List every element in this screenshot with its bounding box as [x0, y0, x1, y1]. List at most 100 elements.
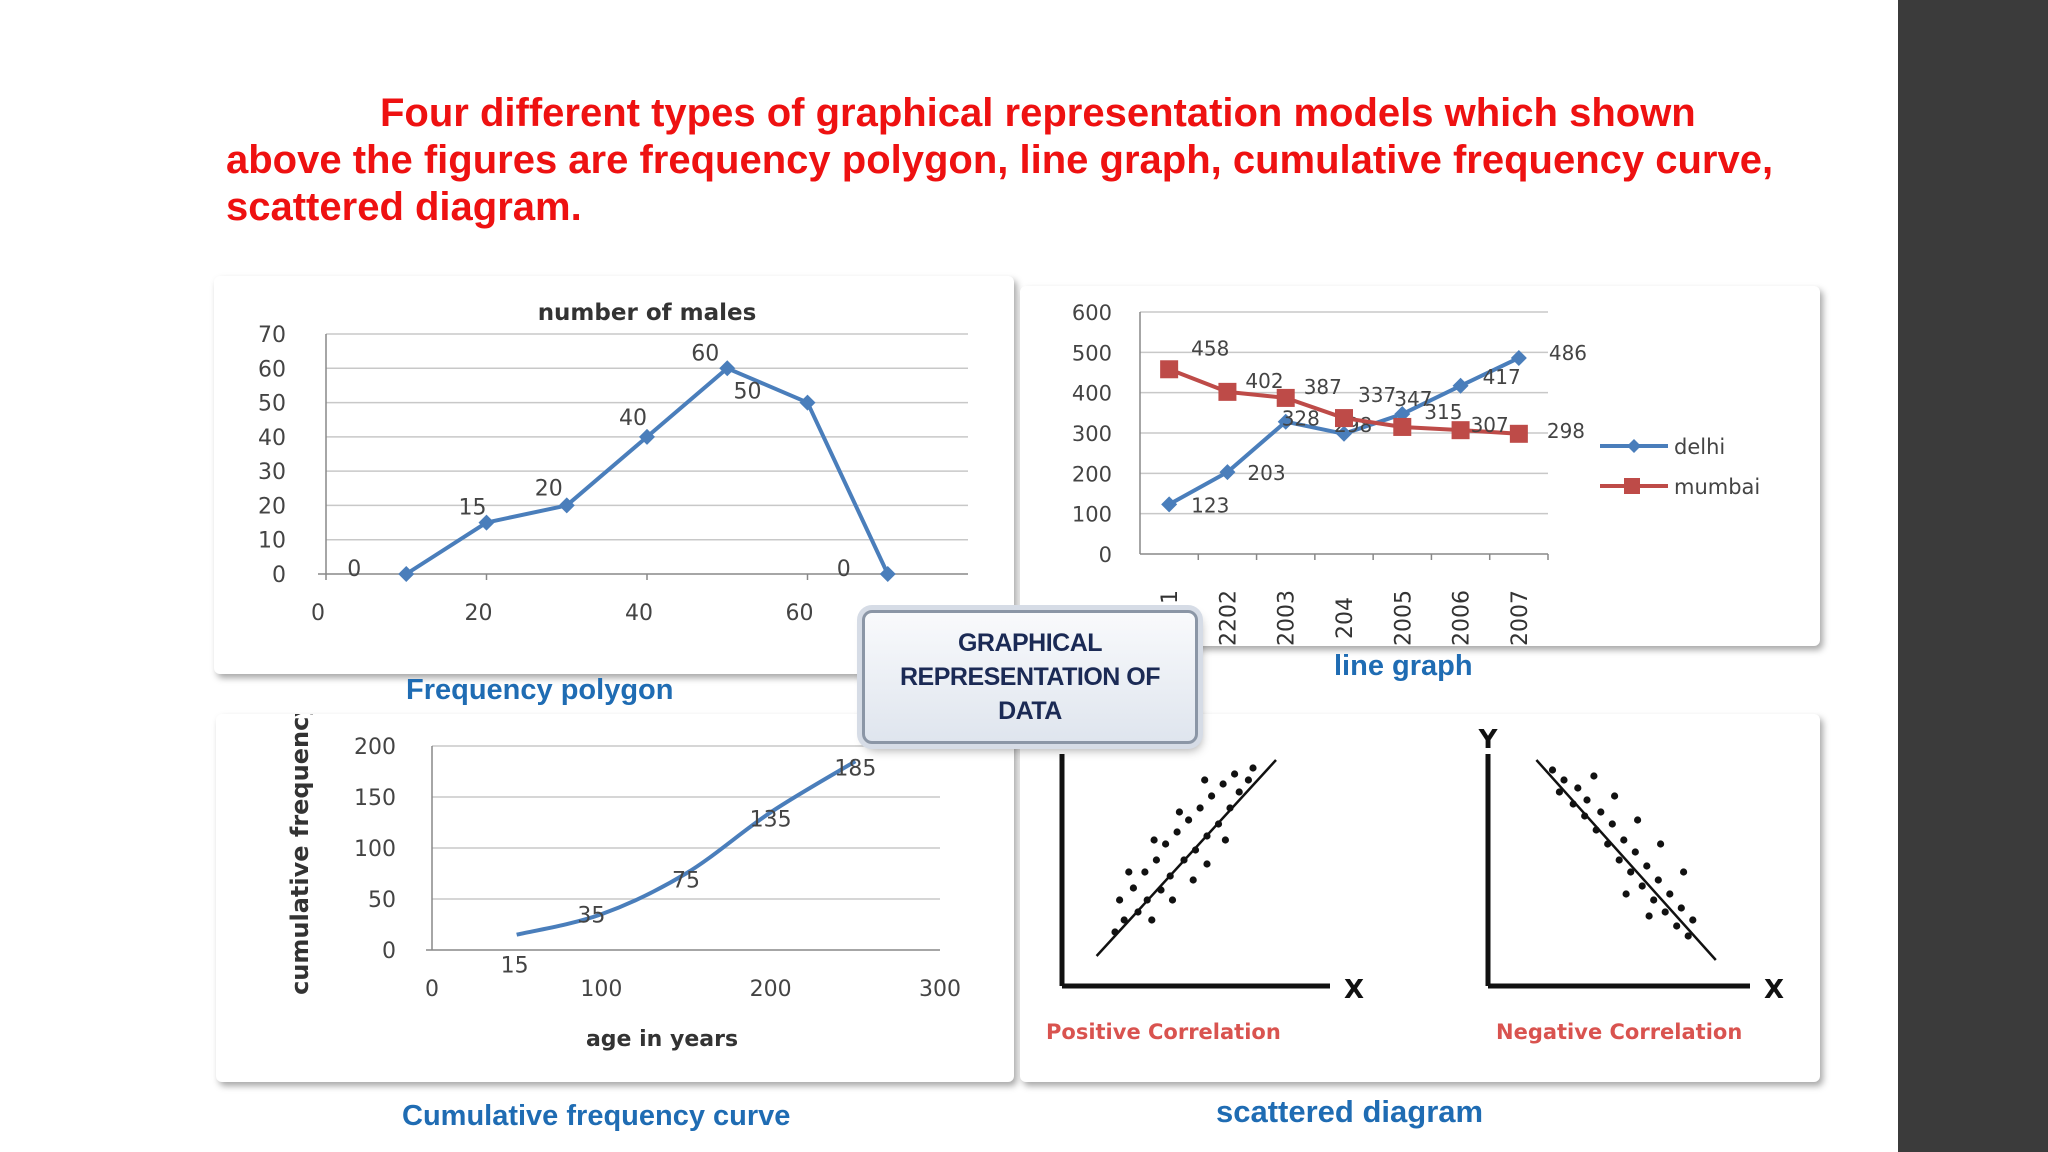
positive_correlation-point [1162, 840, 1170, 848]
fp-y-tick-label: 60 [258, 357, 286, 382]
lg-legend-marker [1624, 478, 1640, 494]
positive_correlation-point [1244, 776, 1252, 784]
positive_correlation-point [1150, 836, 1158, 844]
lg-label-mumbai: 298 [1547, 419, 1585, 443]
lg-y-tick-label: 300 [1072, 422, 1112, 446]
negative_correlation-point [1689, 916, 1697, 924]
lg-point-mumbai [1160, 360, 1179, 379]
fp-data-label: 0 [837, 557, 851, 582]
positive_correlation-point [1111, 928, 1119, 936]
lg-label-mumbai: 387 [1304, 375, 1342, 399]
negative_correlation-point [1560, 776, 1568, 784]
negative_correlation-point [1555, 788, 1563, 796]
frequency-polygon-caption: Frequency polygon [406, 674, 674, 706]
lg-point-mumbai [1276, 388, 1295, 407]
fp-data-label: 60 [691, 341, 719, 366]
positive_correlation-point [1134, 908, 1142, 916]
fp-data-label: 15 [459, 496, 487, 521]
positive_correlation-point [1143, 896, 1151, 904]
cf-x-tick-label: 0 [425, 977, 439, 1002]
cf-y-tick-label: 0 [382, 939, 396, 964]
cf-x-tick-label: 300 [919, 977, 961, 1002]
fp-x-tick-label: 40 [625, 601, 653, 626]
lg-y-tick-label: 100 [1072, 503, 1112, 527]
positive_correlation-point [1203, 832, 1211, 840]
fp-data-point [719, 360, 736, 377]
negative_correlation-point [1666, 890, 1674, 898]
scatter-diagram-chart: X Positive Correlation X Y Negative Correlat… [1046, 725, 1784, 1044]
positive_correlation-point [1141, 868, 1149, 876]
negative_correlation-point [1583, 796, 1591, 804]
negative_correlation-point [1622, 890, 1630, 898]
lg-point-mumbai [1218, 382, 1237, 401]
negative_correlation-point [1638, 882, 1646, 890]
negative_correlation-title: Negative Correlation [1496, 1020, 1742, 1044]
cf-data-label: 35 [577, 903, 605, 928]
lg-label-delhi: 203 [1247, 461, 1285, 485]
frequency-polygon-panel: number of males 0 10 20 30 40 50 60 70 0 20 40 60 0 15… [214, 276, 1014, 674]
positive_correlation-point [1116, 896, 1124, 904]
positive_correlation-point [1189, 876, 1197, 884]
fp-data-point [639, 428, 655, 445]
negative_correlation-trend-line [1535, 759, 1717, 961]
negative_correlation-point [1608, 820, 1616, 828]
negative_correlation-point [1615, 856, 1623, 864]
heading-line-1: Four different types of graphical repres… [380, 91, 1696, 135]
negative_correlation-point [1677, 904, 1685, 912]
slide: Four different types of graphical repres… [214, 91, 1820, 1132]
fp-data-label: 50 [734, 380, 762, 405]
lg-label-mumbai: 458 [1191, 336, 1229, 360]
positive_correlation-point [1175, 808, 1183, 816]
fp-y-tick-label: 50 [258, 392, 286, 417]
cf-data-label: 75 [672, 869, 700, 894]
positive_correlation-point [1180, 856, 1188, 864]
negative_correlation-point [1592, 826, 1600, 834]
lg-label-mumbai: 337 [1358, 383, 1396, 407]
positive_correlation-point [1221, 836, 1229, 844]
negative_correlation-point [1620, 836, 1628, 844]
negative_correlation-point [1569, 800, 1577, 808]
lg-point-delhi [1510, 349, 1527, 366]
positive_correlation-x-axis-title: X [1344, 975, 1364, 1005]
positive_correlation-point [1191, 846, 1200, 854]
positive_correlation-point [1219, 780, 1227, 788]
fp-x-tick-label: 20 [465, 601, 493, 626]
lg-point-delhi [1219, 464, 1236, 481]
lg-point-delhi [1277, 413, 1294, 430]
cf-data-label: 15 [501, 954, 529, 979]
negative_correlation-y-axis-title: Y [1478, 725, 1499, 755]
positive_correlation-point [1125, 868, 1133, 876]
positive_correlation-point [1185, 816, 1193, 824]
lg-x-tick-label: 2202 [1216, 590, 1241, 646]
negative_correlation-point [1673, 922, 1681, 930]
lg-y-tick-label: 500 [1072, 341, 1112, 365]
positive_correlation-point [1148, 916, 1156, 924]
positive_correlation-point [1152, 856, 1160, 864]
fp-data-label: 20 [535, 476, 563, 501]
cumulative-frequency-panel: 0 50 100 150 200 0 100 200 300 age in years cumula… [216, 714, 1014, 1082]
lg-point-mumbai [1451, 421, 1470, 440]
negative_correlation-x-axis-title: X [1764, 975, 1784, 1005]
positive_correlation-point [1166, 872, 1174, 880]
lg-point-mumbai [1393, 417, 1412, 436]
cf-y-tick-label: 150 [354, 786, 396, 811]
fp-y-tick-label: 20 [258, 494, 286, 519]
cf-series-curve [516, 759, 857, 937]
cf-x-tick-label: 200 [750, 977, 792, 1002]
cf-x-tick-label: 100 [580, 977, 622, 1002]
negative_correlation-point [1634, 816, 1642, 824]
fp-y-tick-label: 0 [272, 563, 286, 588]
line-graph-caption: line graph [1334, 650, 1473, 682]
line-graph-panel: 0100200300400500600200122022003204200520… [1020, 286, 1820, 646]
lg-legend-marker [1627, 439, 1641, 453]
negative_correlation-point [1684, 932, 1692, 940]
positive_correlation-point [1157, 886, 1165, 894]
negative_correlation-point [1590, 772, 1598, 780]
right-sidebar [1898, 0, 2048, 1152]
center-title-box: GRAPHICAL REPRESENTATION OF DATA [862, 610, 1198, 744]
negative_correlation-point [1574, 784, 1582, 792]
lg-x-tick-label: 2007 [1508, 590, 1533, 646]
negative_correlation-point [1654, 876, 1662, 884]
positive_correlation-point [1226, 804, 1234, 812]
positive_correlation-point [1196, 804, 1204, 812]
